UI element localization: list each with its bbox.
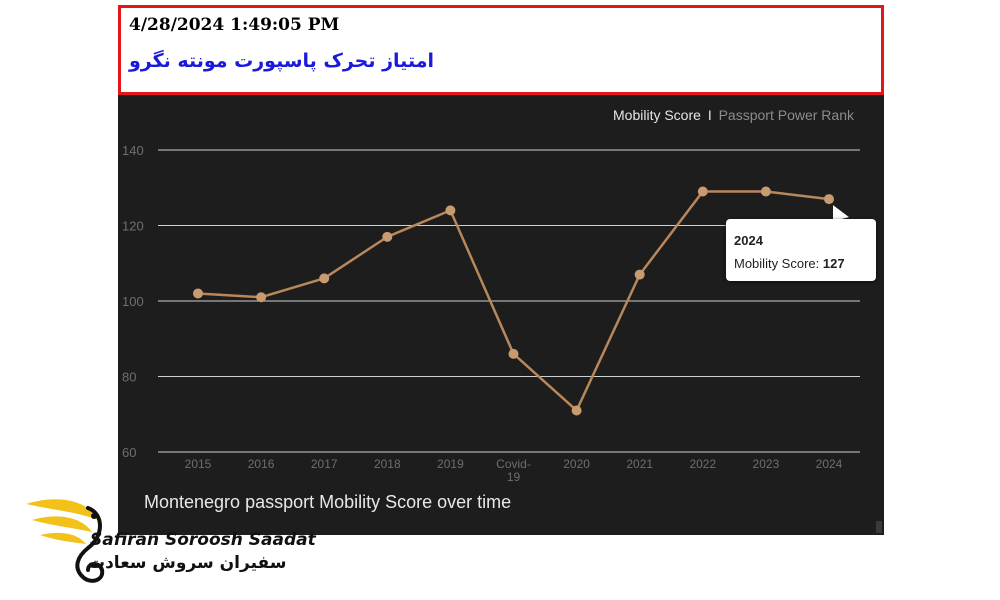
tooltip-line: Mobility Score: 127	[734, 256, 845, 271]
mobility-score-chart: 60 80 100 120 140 2015 2016 2017 2018 2019 Covid-1…	[122, 143, 860, 484]
timestamp: 4/28/2024 1:49:05 PM	[129, 15, 340, 35]
y-tick-label: 60	[122, 445, 136, 460]
y-tick-label: 100	[122, 294, 144, 309]
data-point	[193, 288, 203, 299]
data-point	[697, 186, 708, 197]
brand-logo-icon	[26, 499, 105, 583]
x-tick-label: 2021	[626, 457, 653, 471]
x-tick-label: 2020	[563, 457, 590, 471]
x-tick-label: 2023	[753, 457, 780, 471]
y-tick-label: 140	[122, 143, 144, 158]
data-point	[256, 292, 267, 303]
data-point	[445, 205, 456, 216]
tooltip-year: 2024	[734, 233, 763, 248]
tooltip-value: 127	[822, 256, 845, 271]
chart-caption: Montenegro passport Mobility Score over …	[144, 492, 512, 512]
tab-mobility-score[interactable]: Mobility Score	[613, 107, 701, 123]
tooltip-label: Mobility Score:	[734, 256, 820, 271]
brand-name-fa: سفیران سروش سعادت	[88, 553, 287, 573]
data-point	[382, 231, 393, 242]
data-point	[824, 194, 834, 205]
data-point	[571, 405, 582, 416]
scrollbar-handle[interactable]	[876, 521, 882, 533]
data-tooltip: 2024 Mobility Score: 127	[726, 219, 876, 281]
tab-passport-power-rank[interactable]: Passport Power Rank	[718, 107, 854, 123]
x-tick-label: 2019	[437, 457, 464, 471]
tooltip-pointer	[833, 205, 849, 222]
chart-tabs: Mobility Score I Passport Power Rank	[613, 107, 854, 123]
header-box: 4/28/2024 1:49:05 PM امتیاز تحرک پاسپورت…	[118, 5, 884, 95]
x-tick-label: Covid-19	[496, 457, 531, 484]
data-point	[634, 269, 645, 280]
page-title: امتیاز تحرک پاسپورت مونته نگرو	[129, 50, 434, 72]
y-tick-label: 120	[122, 219, 144, 234]
data-point	[508, 348, 519, 359]
x-tick-label: 2015	[185, 457, 212, 471]
x-tick-label: 2022	[689, 457, 716, 471]
data-point	[319, 273, 330, 284]
x-tick-label: 2018	[374, 457, 401, 471]
y-tick-label: 80	[122, 370, 136, 385]
x-tick-label: 2017	[311, 457, 338, 471]
tab-separator: I	[707, 107, 712, 123]
x-tick-label: 2024	[816, 457, 843, 471]
data-point	[760, 186, 771, 197]
chart-panel: 60 80 100 120 140 2015 2016 2017 2018 2019 Covid-1…	[118, 95, 884, 535]
brand-name-en: Safiran Soroosh Saadat	[90, 530, 316, 550]
x-tick-label: 2016	[248, 457, 275, 471]
